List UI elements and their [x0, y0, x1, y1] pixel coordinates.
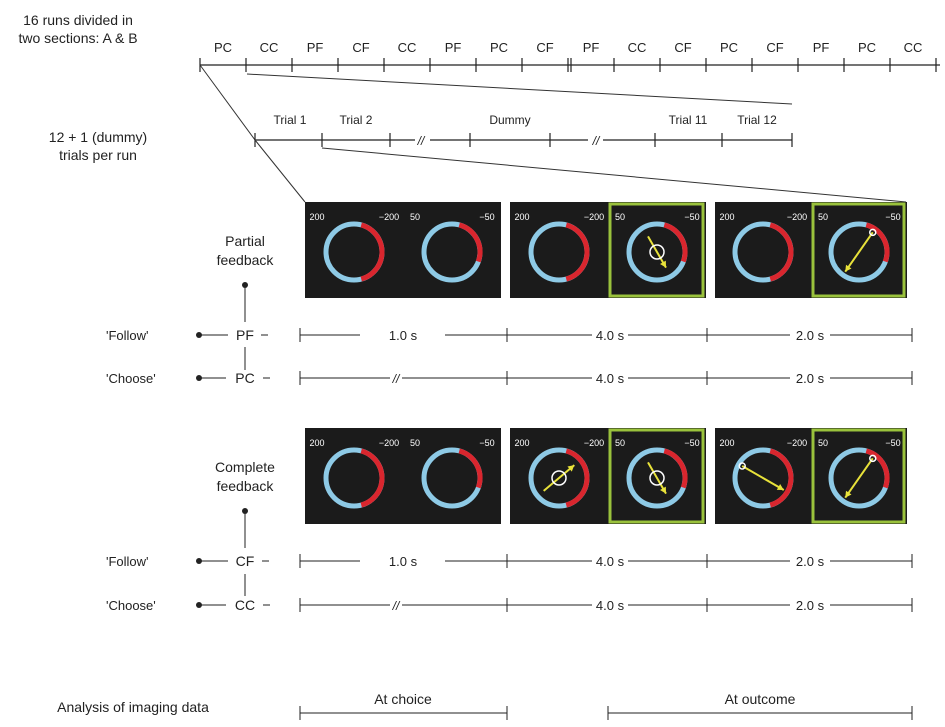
run-label-4: CF: [352, 40, 369, 55]
dummy-label: Dummy: [489, 113, 530, 127]
panel-value-label: −200: [584, 438, 604, 448]
partial-follow-dur-3: 2.0 s: [796, 328, 825, 343]
panel-value-label: 50: [818, 438, 828, 448]
trial-timeline: // // Trial 1 Trial 2 Dummy Trial 11 Tri…: [254, 113, 793, 148]
run-label-13: CF: [766, 40, 783, 55]
run-label-10: CC: [628, 40, 647, 55]
panel-value-label: 50: [410, 212, 420, 222]
partial-choose-timeline: // 4.0 s 2.0 s: [299, 371, 913, 386]
complete-follow-dur-3: 2.0 s: [796, 554, 825, 569]
partial-choose-break: //: [392, 372, 401, 386]
run-label-16: CC: [904, 40, 923, 55]
zoom-line-panel-right: [321, 147, 907, 203]
trial-11-label: Trial 11: [669, 113, 708, 127]
complete-feedback-panels: 200 −200 50 −50 200 −200 50 −50 200 −200 50 −50: [305, 428, 907, 524]
zoom-line-right: [246, 73, 793, 105]
run-timeline: PC CC PF CF CC PF PC CF PF CC CF PC CF PF PC CC: [199, 40, 940, 72]
complete-follow-code: CF: [236, 553, 255, 569]
partial-title-line2: feedback: [217, 252, 275, 268]
complete-title-line2: feedback: [217, 478, 275, 494]
partial-follow-label: 'Follow': [106, 328, 149, 343]
panel-value-label: 200: [309, 438, 324, 448]
trial-2-label: Trial 2: [340, 113, 373, 127]
panel-value-label: 200: [719, 212, 734, 222]
complete-choose-dur-3: 2.0 s: [796, 598, 825, 613]
analysis-label: Analysis of imaging data: [57, 699, 209, 715]
run-label-9: PF: [583, 40, 600, 55]
partial-follow-code: PF: [236, 327, 254, 343]
complete-choose-timeline: // 4.0 s 2.0 s: [299, 598, 913, 613]
run-label-5: CC: [398, 40, 417, 55]
partial-choose-label: 'Choose': [106, 371, 156, 386]
panel-value-label: 50: [410, 438, 420, 448]
panel-value-label: −200: [584, 212, 604, 222]
stimulus-panel-1: 200 −200 50 −50: [305, 202, 501, 298]
partial-choose-code: PC: [235, 370, 254, 386]
analysis-at-choice: At choice: [374, 691, 432, 707]
run-label-11: CF: [674, 40, 691, 55]
panel-value-label: −50: [885, 438, 900, 448]
complete-choose-break: //: [392, 599, 401, 613]
run-label-1: PC: [214, 40, 232, 55]
complete-choose-dur-2: 4.0 s: [596, 598, 625, 613]
panel-value-label: 50: [615, 438, 625, 448]
panel-value-label: −50: [684, 212, 699, 222]
panel-value-label: −50: [684, 438, 699, 448]
zoom-line-panel-left: [254, 139, 306, 203]
complete-follow-label: 'Follow': [106, 554, 149, 569]
complete-choose-label: 'Choose': [106, 598, 156, 613]
run-label-15: PC: [858, 40, 876, 55]
panel-value-label: −200: [379, 212, 399, 222]
panel-value-label: −50: [479, 438, 494, 448]
stimulus-panel-1: 200 −200 50 −50: [305, 428, 501, 524]
complete-choose-code: CC: [235, 597, 255, 613]
stimulus-panel-2: 200 −200 50 −50: [510, 202, 706, 298]
run-label-8: CF: [536, 40, 553, 55]
complete-follow-dur-1: 1.0 s: [389, 554, 418, 569]
break-mark-2: //: [592, 134, 601, 148]
runs-label-line1: 16 runs divided in: [23, 12, 133, 28]
partial-choose-dur-2: 4.0 s: [596, 371, 625, 386]
panel-value-label: 50: [615, 212, 625, 222]
break-mark-1: //: [417, 134, 426, 148]
stimulus-panel-3: 200 −200 50 −50: [715, 202, 907, 298]
run-label-14: PF: [813, 40, 830, 55]
partial-follow-timeline: 1.0 s 4.0 s 2.0 s: [299, 328, 913, 343]
panel-value-label: −50: [885, 212, 900, 222]
complete-follow-dur-2: 4.0 s: [596, 554, 625, 569]
trials-label-line1: 12 + 1 (dummy): [49, 129, 147, 145]
run-label-3: PF: [307, 40, 324, 55]
panel-value-label: −200: [787, 212, 807, 222]
panel-value-label: −200: [379, 438, 399, 448]
panel-value-label: 50: [818, 212, 828, 222]
stimulus-panel-3: 200 −200 50 −50: [715, 428, 907, 524]
partial-title-line1: Partial: [225, 233, 265, 249]
panel-value-label: 200: [719, 438, 734, 448]
run-label-7: PC: [490, 40, 508, 55]
complete-title-line1: Complete: [215, 459, 275, 475]
partial-follow-dur-2: 4.0 s: [596, 328, 625, 343]
run-label-6: PF: [445, 40, 462, 55]
panel-value-label: 200: [514, 438, 529, 448]
panel-value-label: −50: [479, 212, 494, 222]
runs-label-line2: two sections: A & B: [18, 30, 137, 46]
trial-12-label: Trial 12: [737, 113, 777, 127]
trial-1-label: Trial 1: [274, 113, 307, 127]
complete-follow-timeline: 1.0 s 4.0 s 2.0 s: [299, 554, 913, 569]
panel-value-label: −200: [787, 438, 807, 448]
panel-value-label: 200: [514, 212, 529, 222]
zoom-line-left: [199, 64, 256, 141]
partial-follow-dur-1: 1.0 s: [389, 328, 418, 343]
run-label-2: CC: [260, 40, 279, 55]
analysis-at-outcome: At outcome: [725, 691, 796, 707]
partial-feedback-panels: 200 −200 50 −50 200 −200 50 −50 200 −200 50 −50: [305, 202, 907, 298]
trials-label-line2: trials per run: [59, 147, 137, 163]
stimulus-panel-2: 200 −200 50 −50: [510, 428, 706, 524]
panel-value-label: 200: [309, 212, 324, 222]
partial-choose-dur-3: 2.0 s: [796, 371, 825, 386]
run-label-12: PC: [720, 40, 738, 55]
